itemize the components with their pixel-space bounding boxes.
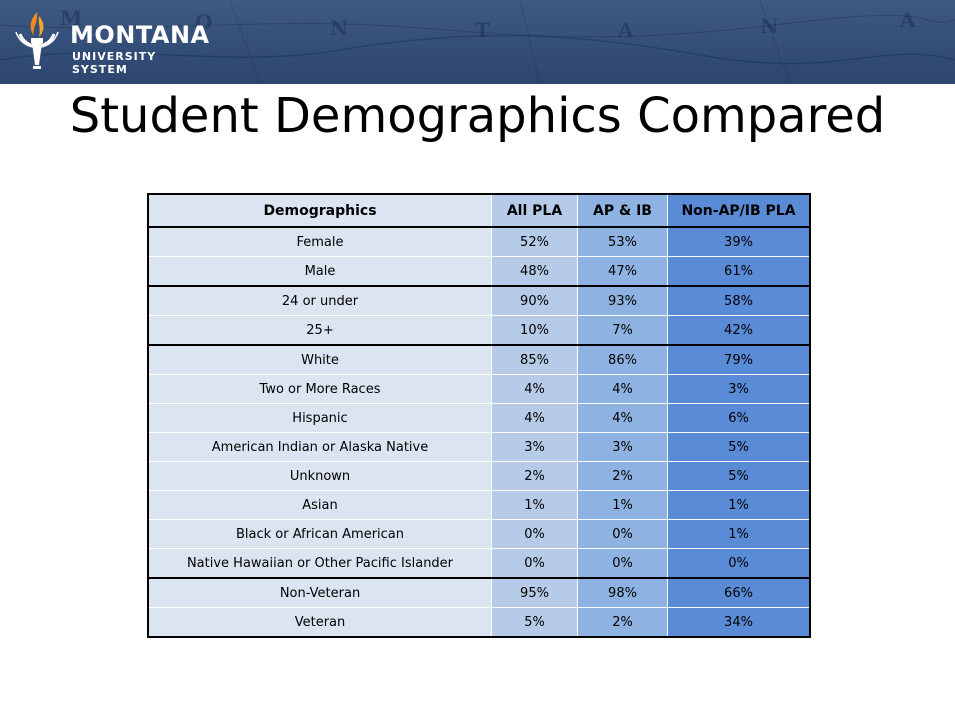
cell-non-ap-ib-pla: 42%: [667, 315, 811, 346]
column-header-demographics: Demographics: [148, 194, 492, 228]
row-label: Unknown: [148, 461, 492, 491]
row-label: American Indian or Alaska Native: [148, 432, 492, 462]
table-row: American Indian or Alaska Native 3% 3% 5…: [148, 432, 811, 462]
cell-non-ap-ib-pla: 3%: [667, 374, 811, 404]
column-header-non-ap-ib-pla: Non-AP/IB PLA: [667, 194, 811, 228]
cell-all-pla: 95%: [491, 577, 578, 608]
table-row: Veteran 5% 2% 34%: [148, 607, 811, 638]
cell-all-pla: 90%: [491, 285, 578, 316]
cell-ap-ib: 2%: [577, 607, 668, 638]
cell-all-pla: 4%: [491, 403, 578, 433]
row-label: Veteran: [148, 607, 492, 638]
table-row: Non-Veteran 95% 98% 66%: [148, 577, 811, 608]
map-letter: M: [60, 6, 83, 30]
cell-non-ap-ib-pla: 5%: [667, 432, 811, 462]
cell-all-pla: 1%: [491, 490, 578, 520]
map-letter: T: [475, 18, 490, 42]
cell-non-ap-ib-pla: 61%: [667, 256, 811, 287]
cell-non-ap-ib-pla: 58%: [667, 285, 811, 316]
cell-non-ap-ib-pla: 66%: [667, 577, 811, 608]
cell-non-ap-ib-pla: 39%: [667, 227, 811, 257]
cell-ap-ib: 53%: [577, 227, 668, 257]
cell-ap-ib: 98%: [577, 577, 668, 608]
row-label: 24 or under: [148, 285, 492, 316]
cell-all-pla: 2%: [491, 461, 578, 491]
cell-ap-ib: 47%: [577, 256, 668, 287]
row-label: 25+: [148, 315, 492, 346]
logo-name: MONTANA: [70, 21, 210, 49]
column-header-ap-ib: AP & IB: [577, 194, 668, 228]
cell-all-pla: 5%: [491, 607, 578, 638]
map-background: [0, 0, 955, 84]
row-label: White: [148, 344, 492, 375]
map-letter: N: [760, 14, 779, 38]
cell-ap-ib: 86%: [577, 344, 668, 375]
cell-all-pla: 0%: [491, 519, 578, 549]
map-letter: A: [900, 8, 916, 32]
montana-university-system-logo[interactable]: MONTANA UNIVERSITY SYSTEM: [8, 10, 210, 76]
cell-all-pla: 10%: [491, 315, 578, 346]
cell-all-pla: 48%: [491, 256, 578, 287]
map-letter: A: [618, 18, 634, 42]
map-letter: O: [195, 10, 213, 34]
map-letter: N: [330, 16, 349, 40]
column-header-all-pla: All PLA: [491, 194, 578, 228]
demographics-table: Demographics All PLA AP & IB Non-AP/IB P…: [147, 193, 811, 638]
table-row: Asian 1% 1% 1%: [148, 490, 811, 520]
table-row: White 85% 86% 79%: [148, 344, 811, 375]
cell-non-ap-ib-pla: 1%: [667, 490, 811, 520]
table-row: Unknown 2% 2% 5%: [148, 461, 811, 491]
logo-subtitle: UNIVERSITY SYSTEM: [72, 50, 157, 76]
table-header-row: Demographics All PLA AP & IB Non-AP/IB P…: [148, 194, 811, 228]
cell-all-pla: 85%: [491, 344, 578, 375]
cell-all-pla: 52%: [491, 227, 578, 257]
cell-non-ap-ib-pla: 79%: [667, 344, 811, 375]
row-label: Asian: [148, 490, 492, 520]
cell-all-pla: 3%: [491, 432, 578, 462]
cell-ap-ib: 4%: [577, 374, 668, 404]
cell-all-pla: 4%: [491, 374, 578, 404]
table-row: Black or African American 0% 0% 1%: [148, 519, 811, 549]
table-row: Two or More Races 4% 4% 3%: [148, 374, 811, 404]
row-label: Female: [148, 227, 492, 257]
row-label: Two or More Races: [148, 374, 492, 404]
row-label: Native Hawaiian or Other Pacific Islande…: [148, 548, 492, 579]
cell-ap-ib: 0%: [577, 548, 668, 579]
table-row: Female 52% 53% 39%: [148, 227, 811, 257]
cell-ap-ib: 4%: [577, 403, 668, 433]
table-row: 25+ 10% 7% 42%: [148, 315, 811, 346]
cell-non-ap-ib-pla: 5%: [667, 461, 811, 491]
torch-icon: [15, 12, 59, 69]
cell-non-ap-ib-pla: 1%: [667, 519, 811, 549]
row-label: Black or African American: [148, 519, 492, 549]
cell-ap-ib: 1%: [577, 490, 668, 520]
row-label: Non-Veteran: [148, 577, 492, 608]
table-row: 24 or under 90% 93% 58%: [148, 285, 811, 316]
table-row: Male 48% 47% 61%: [148, 256, 811, 287]
slide-title: Student Demographics Compared: [69, 88, 886, 144]
cell-ap-ib: 2%: [577, 461, 668, 491]
row-label: Hispanic: [148, 403, 492, 433]
cell-all-pla: 0%: [491, 548, 578, 579]
cell-ap-ib: 3%: [577, 432, 668, 462]
cell-ap-ib: 93%: [577, 285, 668, 316]
cell-ap-ib: 7%: [577, 315, 668, 346]
cell-non-ap-ib-pla: 34%: [667, 607, 811, 638]
cell-non-ap-ib-pla: 0%: [667, 548, 811, 579]
row-label: Male: [148, 256, 492, 287]
cell-ap-ib: 0%: [577, 519, 668, 549]
table-row: Native Hawaiian or Other Pacific Islande…: [148, 548, 811, 579]
table-row: Hispanic 4% 4% 6%: [148, 403, 811, 433]
header-banner: M O N T A N A MONTANA UNIVERSITY SYSTEM: [0, 0, 955, 84]
cell-non-ap-ib-pla: 6%: [667, 403, 811, 433]
